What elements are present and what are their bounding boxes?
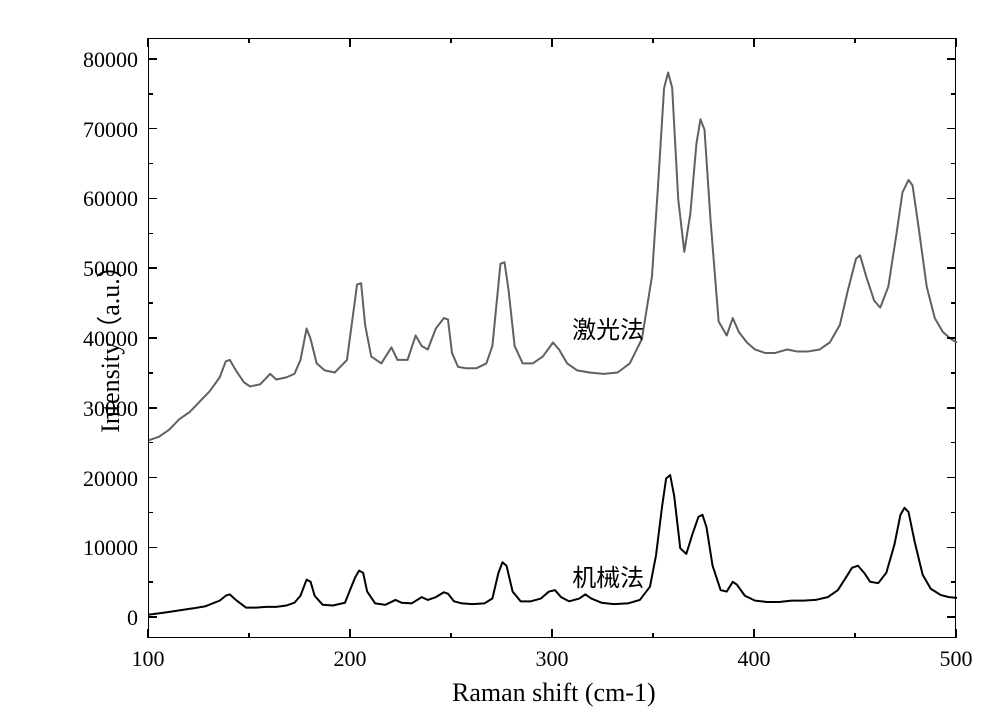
y-tick	[148, 547, 157, 549]
y-tick	[148, 512, 153, 514]
plot-svg	[149, 39, 957, 639]
x-tick	[551, 629, 553, 638]
x-tick	[248, 633, 250, 638]
x-tick-label: 200	[334, 646, 367, 672]
y-tick	[951, 302, 956, 304]
x-tick	[854, 633, 856, 638]
x-tick-label: 500	[940, 646, 973, 672]
y-tick-label: 30000	[83, 396, 138, 422]
x-tick	[551, 38, 553, 47]
y-tick-label: 40000	[83, 326, 138, 352]
y-tick	[148, 477, 157, 479]
y-tick	[148, 337, 157, 339]
series-mechanical	[149, 475, 957, 615]
y-tick-label: 80000	[83, 47, 138, 73]
y-tick	[148, 372, 153, 374]
x-tick	[147, 38, 149, 47]
y-tick	[947, 547, 956, 549]
y-tick	[148, 93, 153, 95]
y-tick	[947, 616, 956, 618]
y-tick	[148, 128, 157, 130]
y-tick-label: 20000	[83, 466, 138, 492]
y-tick	[951, 233, 956, 235]
series-laser	[149, 72, 957, 440]
x-tick	[349, 38, 351, 47]
y-tick	[947, 58, 956, 60]
x-tick	[652, 38, 654, 43]
x-tick	[147, 629, 149, 638]
series-label-laser: 激光法	[572, 310, 644, 345]
y-tick	[947, 128, 956, 130]
y-tick	[951, 93, 956, 95]
y-tick	[148, 616, 157, 618]
x-tick	[955, 38, 957, 47]
x-tick-label: 100	[132, 646, 165, 672]
x-tick	[753, 629, 755, 638]
y-tick-label: 60000	[83, 186, 138, 212]
y-tick-label: 0	[127, 605, 138, 631]
x-tick-label: 400	[738, 646, 771, 672]
y-tick	[947, 198, 956, 200]
y-tick	[947, 337, 956, 339]
x-tick-label: 300	[536, 646, 569, 672]
y-tick	[951, 442, 956, 444]
y-tick	[148, 267, 157, 269]
y-tick-label: 10000	[83, 535, 138, 561]
x-tick	[450, 633, 452, 638]
y-tick	[148, 233, 153, 235]
x-tick	[753, 38, 755, 47]
y-tick	[951, 512, 956, 514]
plot-area	[148, 38, 956, 638]
y-tick	[148, 407, 157, 409]
y-tick	[148, 198, 157, 200]
x-tick	[248, 38, 250, 43]
raman-chart: Intensity（a.u.） Raman shift (cm-1) 10020…	[0, 0, 1000, 722]
y-tick	[148, 302, 153, 304]
y-tick-label: 70000	[83, 117, 138, 143]
y-tick	[148, 442, 153, 444]
y-tick	[148, 163, 153, 165]
y-tick	[947, 407, 956, 409]
y-tick	[951, 163, 956, 165]
y-tick	[947, 477, 956, 479]
x-tick	[652, 633, 654, 638]
y-tick	[148, 581, 153, 583]
x-axis-label: Raman shift (cm-1)	[452, 678, 656, 708]
x-tick	[955, 629, 957, 638]
y-tick	[148, 58, 157, 60]
x-tick	[349, 629, 351, 638]
x-tick	[854, 38, 856, 43]
y-tick	[951, 372, 956, 374]
y-tick	[951, 581, 956, 583]
series-label-mechanical: 机械法	[572, 558, 644, 593]
y-tick	[947, 267, 956, 269]
x-tick	[450, 38, 452, 43]
y-tick-label: 50000	[83, 256, 138, 282]
